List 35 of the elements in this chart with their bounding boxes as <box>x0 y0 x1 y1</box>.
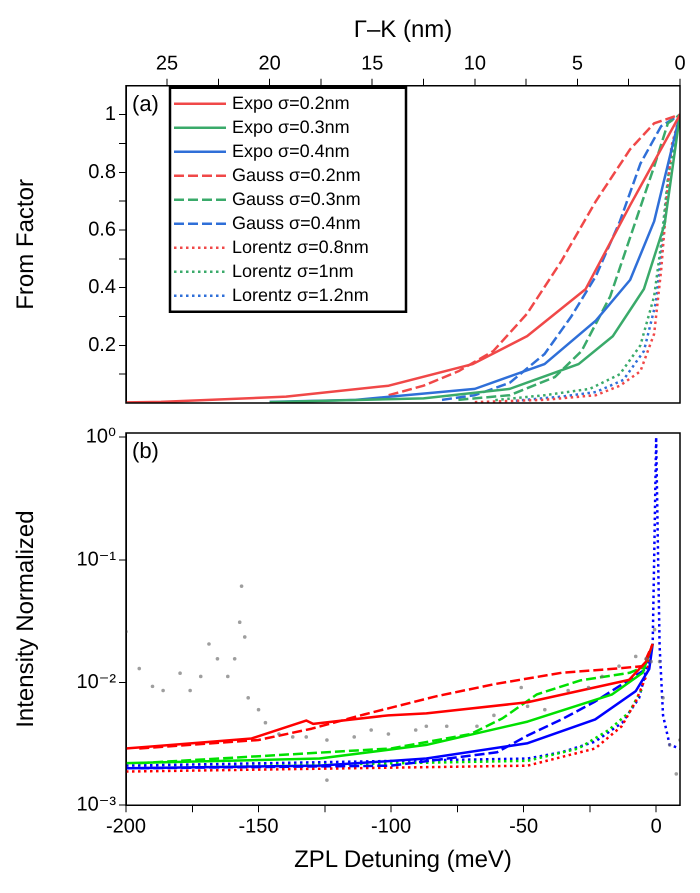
legend-label: Lorentz σ=1.2nm <box>232 284 369 305</box>
x-tick-label: 5 <box>572 52 583 74</box>
annotation: (b) <box>132 438 159 464</box>
x-tick-label: 15 <box>361 52 384 74</box>
x-tick-label: 10 <box>464 52 486 74</box>
legend-label: Gauss σ=0.4nm <box>232 212 361 233</box>
y-tick-label: 10⁻³ <box>76 794 116 816</box>
x-tick-label: 0 <box>674 52 686 74</box>
y-tick-label: 10⁻² <box>76 671 116 694</box>
x-tick-label: -100 <box>371 816 412 838</box>
y-tick-label: 0.2 <box>88 334 116 356</box>
x-tick-label: -200 <box>106 816 146 838</box>
y-tick-label: 1 <box>104 103 116 126</box>
y-tick-label: 10⁰ <box>86 426 116 448</box>
legend-label: Expo σ=0.4nm <box>232 140 350 161</box>
y-tick-label: 0.8 <box>88 160 116 183</box>
x-tick-label: -150 <box>238 816 279 838</box>
y-axis-title: From Factor <box>12 179 40 310</box>
legend-label: Expo σ=0.2nm <box>232 92 350 113</box>
y-tick-label: 0.4 <box>88 276 116 298</box>
legend-label: Expo σ=0.3nm <box>232 116 350 137</box>
x-tick-label: 25 <box>156 52 178 74</box>
legend-label: Gauss σ=0.2nm <box>232 164 361 185</box>
x-axis-title: Γ–K (nm) <box>354 16 452 44</box>
y-tick-label: 10⁻¹ <box>76 548 116 570</box>
legend-label: Lorentz σ=0.8nm <box>232 236 369 257</box>
x-tick-label: 20 <box>258 52 281 74</box>
x-tick-label: -50 <box>509 816 538 838</box>
x-axis-title: ZPL Detuning (meV) <box>294 846 512 874</box>
y-tick-label: 0.6 <box>88 218 116 240</box>
legend-label: Lorentz σ=1nm <box>232 260 354 281</box>
annotation: (a) <box>132 90 159 116</box>
y-axis-title: Intensity Normalized <box>12 510 40 728</box>
legend-label: Gauss σ=0.3nm <box>232 188 361 209</box>
x-tick-label: 0 <box>650 816 662 838</box>
